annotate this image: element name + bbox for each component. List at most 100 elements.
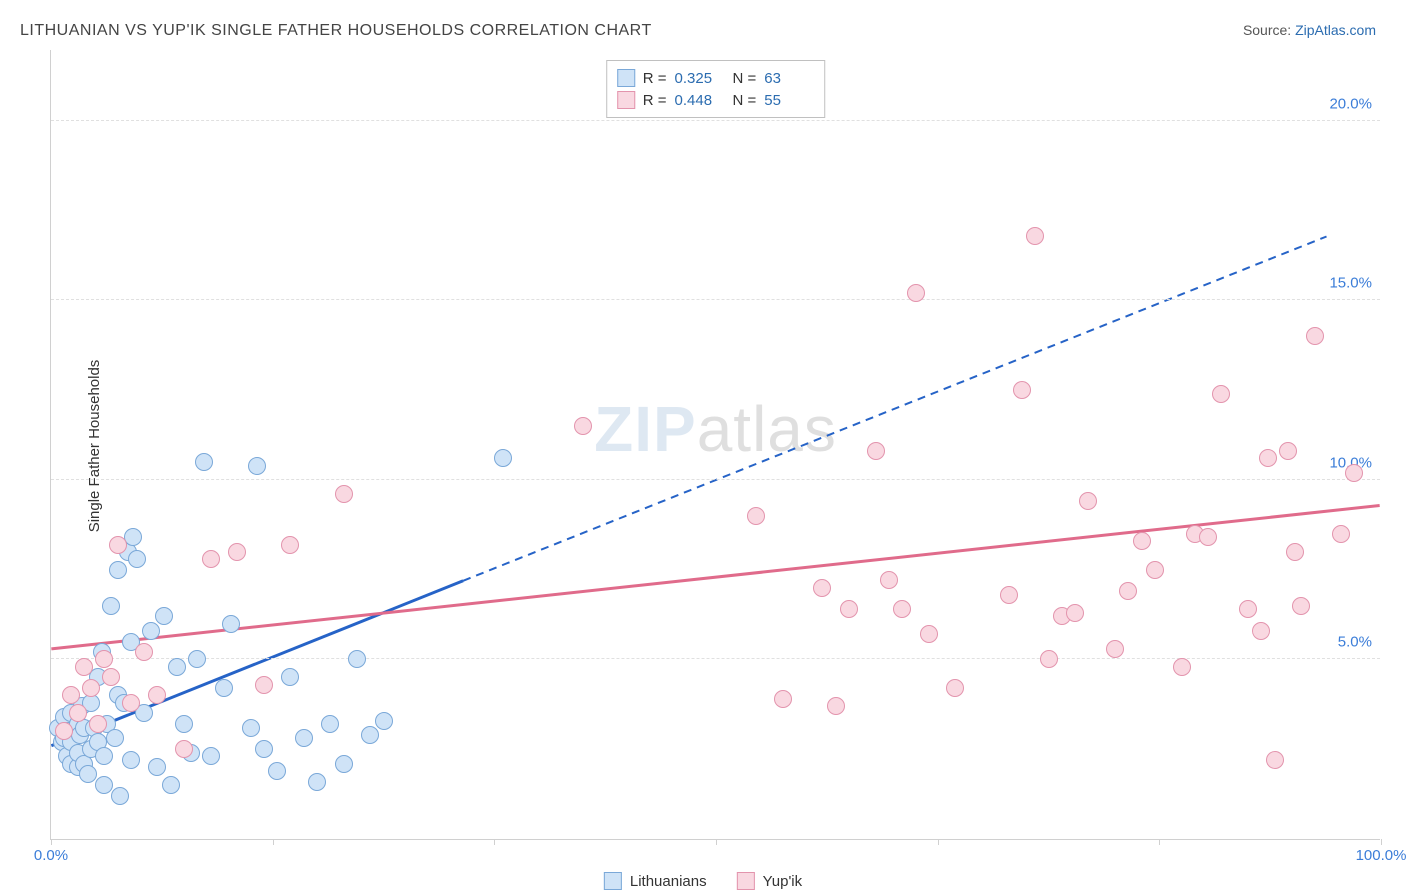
data-point bbox=[335, 485, 353, 503]
data-point bbox=[747, 507, 765, 525]
legend-item: Lithuanians bbox=[604, 872, 707, 890]
data-point bbox=[102, 597, 120, 615]
legend-stats-row: R =0.448N =55 bbox=[617, 89, 815, 111]
x-tick-mark bbox=[1381, 839, 1382, 845]
y-tick-label: 15.0% bbox=[1329, 275, 1372, 292]
legend-swatch bbox=[617, 91, 635, 109]
source-prefix: Source: bbox=[1243, 22, 1295, 38]
data-point bbox=[308, 773, 326, 791]
data-point bbox=[494, 449, 512, 467]
x-tick-mark bbox=[938, 839, 939, 845]
data-point bbox=[111, 787, 129, 805]
chart-title: LITHUANIAN VS YUP'IK SINGLE FATHER HOUSE… bbox=[20, 22, 652, 40]
data-point bbox=[148, 686, 166, 704]
data-point bbox=[168, 658, 186, 676]
data-point bbox=[1119, 582, 1137, 600]
gridline-h bbox=[51, 299, 1380, 300]
data-point bbox=[175, 715, 193, 733]
data-point bbox=[255, 740, 273, 758]
data-point bbox=[361, 726, 379, 744]
data-point bbox=[907, 284, 925, 302]
legend-bottom: Lithuanians Yup'ik bbox=[604, 872, 802, 890]
source-link[interactable]: ZipAtlas.com bbox=[1295, 22, 1376, 38]
data-point bbox=[1252, 622, 1270, 640]
data-point bbox=[1332, 525, 1350, 543]
data-point bbox=[142, 622, 160, 640]
data-point bbox=[106, 729, 124, 747]
data-point bbox=[1259, 449, 1277, 467]
data-point bbox=[1286, 543, 1304, 561]
x-tick-mark bbox=[1159, 839, 1160, 845]
data-point bbox=[55, 722, 73, 740]
legend-stats-row: R =0.325N =63 bbox=[617, 67, 815, 89]
x-tick-mark bbox=[716, 839, 717, 845]
data-point bbox=[122, 751, 140, 769]
data-point bbox=[348, 650, 366, 668]
data-point bbox=[1026, 227, 1044, 245]
legend-label: Yup'ik bbox=[763, 873, 803, 890]
data-point bbox=[102, 668, 120, 686]
data-point bbox=[1266, 751, 1284, 769]
data-point bbox=[1066, 604, 1084, 622]
gridline-h bbox=[51, 120, 1380, 121]
data-point bbox=[69, 704, 87, 722]
data-point bbox=[335, 755, 353, 773]
source-attribution: Source: ZipAtlas.com bbox=[1243, 22, 1376, 38]
x-tick-mark bbox=[51, 839, 52, 845]
data-point bbox=[1239, 600, 1257, 618]
data-point bbox=[1106, 640, 1124, 658]
data-point bbox=[574, 417, 592, 435]
data-point bbox=[162, 776, 180, 794]
legend-stats-box: R =0.325N =63R =0.448N =55 bbox=[606, 60, 826, 118]
data-point bbox=[1292, 597, 1310, 615]
data-point bbox=[175, 740, 193, 758]
x-tick-label: 0.0% bbox=[34, 847, 68, 864]
data-point bbox=[128, 550, 146, 568]
data-point bbox=[1279, 442, 1297, 460]
stat-n-value: 55 bbox=[764, 92, 814, 109]
watermark: ZIPatlas bbox=[594, 392, 837, 466]
scatter-chart: ZIPatlas R =0.325N =63R =0.448N =55 5.0%… bbox=[50, 50, 1380, 840]
data-point bbox=[375, 712, 393, 730]
watermark-light: atlas bbox=[697, 393, 837, 465]
gridline-h bbox=[51, 479, 1380, 480]
data-point bbox=[109, 536, 127, 554]
legend-swatch bbox=[617, 69, 635, 87]
legend-swatch bbox=[737, 872, 755, 890]
data-point bbox=[215, 679, 233, 697]
stat-r-value: 0.325 bbox=[675, 70, 725, 87]
data-point bbox=[840, 600, 858, 618]
data-point bbox=[122, 694, 140, 712]
data-point bbox=[893, 600, 911, 618]
legend-label: Lithuanians bbox=[630, 873, 707, 890]
data-point bbox=[228, 543, 246, 561]
data-point bbox=[255, 676, 273, 694]
data-point bbox=[95, 776, 113, 794]
data-point bbox=[268, 762, 286, 780]
data-point bbox=[188, 650, 206, 668]
data-point bbox=[774, 690, 792, 708]
watermark-bold: ZIP bbox=[594, 393, 697, 465]
data-point bbox=[321, 715, 339, 733]
legend-item: Yup'ik bbox=[737, 872, 803, 890]
data-point bbox=[95, 747, 113, 765]
data-point bbox=[148, 758, 166, 776]
data-point bbox=[82, 679, 100, 697]
data-point bbox=[248, 457, 266, 475]
stat-n-label: N = bbox=[733, 92, 757, 109]
data-point bbox=[135, 643, 153, 661]
data-point bbox=[89, 715, 107, 733]
data-point bbox=[813, 579, 831, 597]
x-tick-mark bbox=[494, 839, 495, 845]
data-point bbox=[95, 650, 113, 668]
data-point bbox=[242, 719, 260, 737]
data-point bbox=[202, 550, 220, 568]
data-point bbox=[109, 561, 127, 579]
stat-r-value: 0.448 bbox=[675, 92, 725, 109]
stat-r-label: R = bbox=[643, 70, 667, 87]
data-point bbox=[1013, 381, 1031, 399]
data-point bbox=[946, 679, 964, 697]
y-tick-label: 5.0% bbox=[1338, 634, 1372, 651]
data-point bbox=[62, 686, 80, 704]
legend-swatch bbox=[604, 872, 622, 890]
